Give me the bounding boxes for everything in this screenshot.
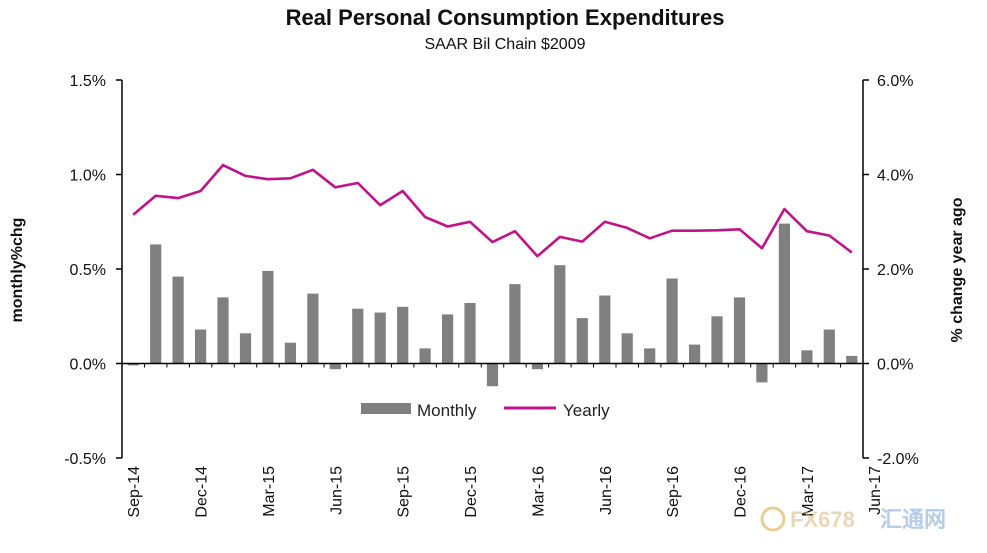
x-tick-label: Sep-14 xyxy=(126,466,143,518)
monthly-bar xyxy=(711,316,723,364)
monthly-bar xyxy=(576,318,588,364)
monthly-bar xyxy=(284,342,296,364)
watermark: FX678 汇通网 xyxy=(760,506,946,532)
x-tick-label: Dec-15 xyxy=(463,466,480,518)
y-right-tick-label: 0.0% xyxy=(877,357,913,374)
monthly-bar xyxy=(666,278,678,364)
monthly-bar xyxy=(486,363,499,387)
x-tick-label: Dec-16 xyxy=(733,466,750,518)
y-right-axis-title: % change year ago xyxy=(949,197,966,342)
legend-yearly-label: Yearly xyxy=(563,401,610,420)
monthly-bar xyxy=(689,344,701,364)
monthly-bar xyxy=(352,308,364,364)
monthly-bar xyxy=(846,355,858,364)
x-tick-label: Jun-15 xyxy=(328,466,345,515)
watermark-logo-icon xyxy=(760,506,786,532)
monthly-bar xyxy=(801,350,813,364)
x-tick-label: Sep-15 xyxy=(396,466,413,518)
monthly-bar xyxy=(217,297,229,364)
monthly-bar xyxy=(733,297,746,364)
monthly-bar xyxy=(823,329,835,364)
x-tick-label: Mar-15 xyxy=(261,466,278,517)
monthly-bar xyxy=(329,363,341,370)
monthly-bar xyxy=(172,276,184,364)
y-left-tick-label: -0.5% xyxy=(64,451,106,468)
monthly-bar xyxy=(599,295,611,364)
x-tick-label: Sep-16 xyxy=(665,466,682,518)
x-tick-label: Jun-16 xyxy=(598,466,615,515)
monthly-bar xyxy=(464,303,476,364)
monthly-bar xyxy=(644,348,656,364)
monthly-bar xyxy=(262,270,274,364)
y-left-axis-title: monthly%chg xyxy=(9,218,26,323)
legend-monthly-label: Monthly xyxy=(417,401,477,420)
monthly-bar xyxy=(554,265,566,364)
monthly-bar xyxy=(756,363,768,383)
monthly-bar xyxy=(531,363,543,370)
x-tick-label: Mar-17 xyxy=(800,466,817,517)
monthly-bar xyxy=(239,333,252,364)
axes xyxy=(116,79,869,459)
monthly-bar xyxy=(374,312,386,364)
y-left-tick-label: 0.0% xyxy=(70,357,106,374)
y-right-tick-label: 4.0% xyxy=(877,168,913,185)
chart-title: Real Personal Consumption Expenditures xyxy=(286,5,725,30)
monthly-bar xyxy=(127,363,139,366)
x-tick-label: Dec-14 xyxy=(194,466,211,518)
y-right-tick-label: -2.0% xyxy=(877,451,919,468)
y-left-tick-label: 0.5% xyxy=(70,262,106,279)
monthly-bar xyxy=(509,284,521,364)
y-left-tick-label: 1.5% xyxy=(70,73,106,90)
monthly-bar xyxy=(621,333,633,364)
monthly-bar xyxy=(778,223,790,364)
y-right-tick-label: 6.0% xyxy=(877,73,913,90)
watermark-text-cjk: 汇通网 xyxy=(880,507,946,532)
monthly-bar xyxy=(195,329,207,364)
watermark-text-latin: FX678 xyxy=(790,507,855,532)
monthly-bar xyxy=(419,348,431,364)
monthly-bar xyxy=(397,306,409,364)
legend: Monthly Yearly xyxy=(361,401,610,420)
x-tick-label: Mar-16 xyxy=(530,466,547,517)
x-tick-label: Jun-17 xyxy=(867,466,884,515)
monthly-bar xyxy=(150,244,162,364)
monthly-bar xyxy=(442,314,454,364)
legend-monthly-swatch xyxy=(361,403,411,414)
y-left-tick-label: 1.0% xyxy=(70,168,106,185)
tick-labels: 1.5% 1.0% 0.5% 0.0% -0.5% 6.0% 4.0% 2.0% 0.0% -2.… xyxy=(64,73,919,518)
yearly-line xyxy=(132,163,853,258)
y-right-tick-label: 2.0% xyxy=(877,262,913,279)
monthly-bars xyxy=(127,223,858,387)
monthly-bar xyxy=(307,293,319,364)
chart-subtitle: SAAR Bil Chain $2009 xyxy=(425,36,586,53)
